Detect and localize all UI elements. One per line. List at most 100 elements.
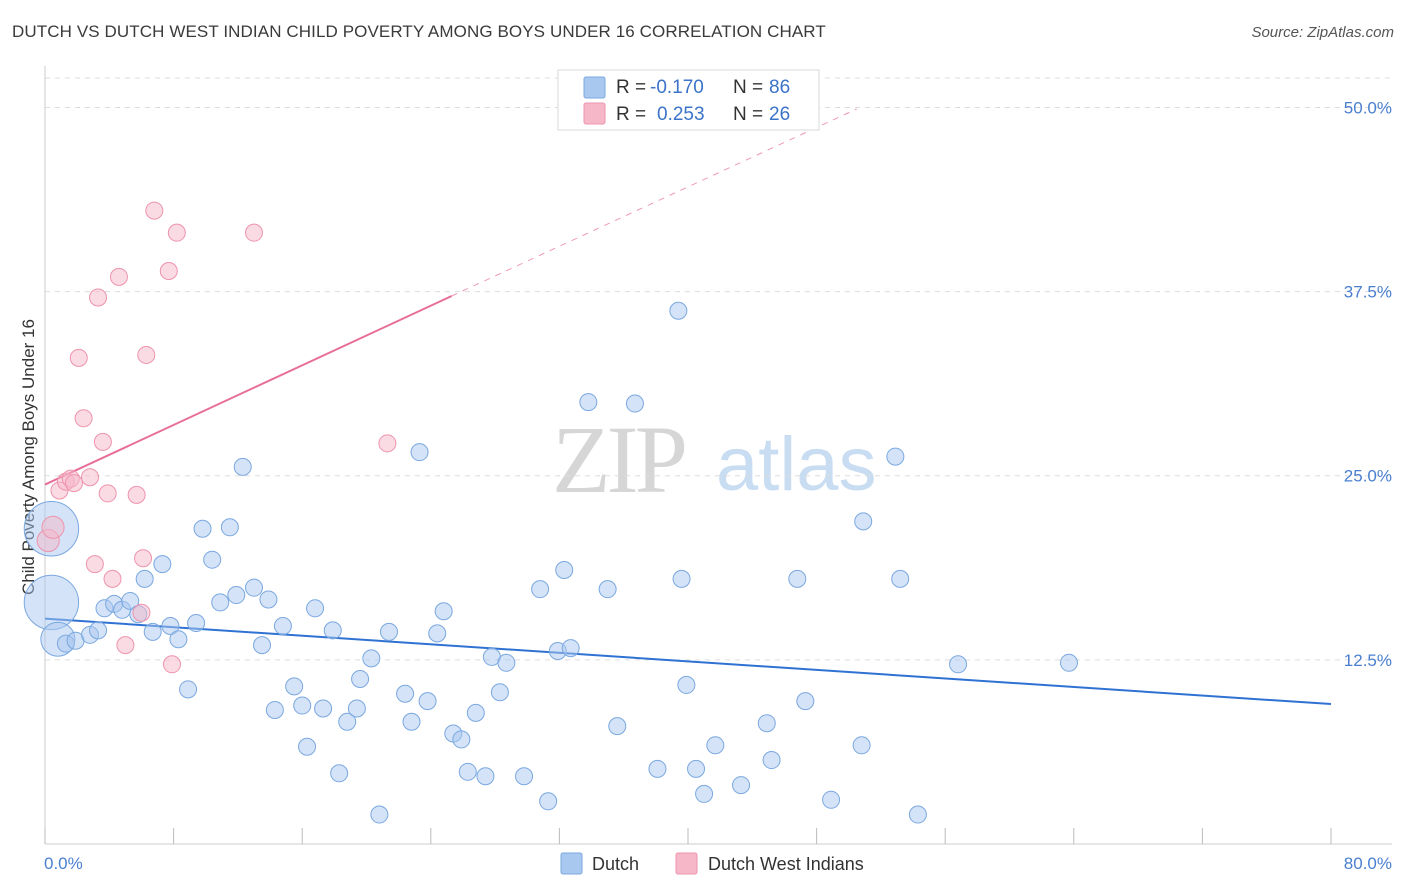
point-dutch-west-indians <box>159 261 178 280</box>
point-dutch <box>677 675 696 694</box>
point-dutch <box>852 736 871 755</box>
legend-bottom: Dutch Dutch West Indians <box>560 852 864 875</box>
point-dutch <box>306 599 325 618</box>
point-dutch <box>886 447 905 466</box>
point-dutch-west-indians <box>116 636 135 655</box>
point-dutch <box>822 790 841 809</box>
y-tick-label: 50.0% <box>1344 98 1392 117</box>
axes <box>44 66 1392 845</box>
point-dutch <box>561 639 580 658</box>
legend-n-value-dwi: 26 <box>769 104 790 125</box>
point-dutch <box>796 692 815 711</box>
point-dutch-west-indians <box>64 474 83 493</box>
point-dutch <box>220 518 239 537</box>
y-tick-label: 37.5% <box>1344 283 1392 302</box>
point-dutch <box>273 616 292 635</box>
point-dutch <box>161 616 180 635</box>
legend-n-value-dutch: 86 <box>769 77 790 98</box>
legend-bottom-label-dwi: Dutch West Indians <box>708 854 864 874</box>
point-dutch-west-indians <box>134 549 153 568</box>
point-dutch <box>672 569 691 588</box>
point-dutch <box>121 591 140 610</box>
point-dutch <box>757 714 776 733</box>
point-dutch <box>458 762 477 781</box>
chart-title: DUTCH VS DUTCH WEST INDIAN CHILD POVERTY… <box>12 22 826 41</box>
point-dutch <box>179 680 198 699</box>
point-dutch <box>476 767 495 786</box>
legend-r-label-dutch: R = <box>616 77 646 98</box>
point-dutch-west-indians <box>81 468 100 487</box>
trend-line-dwi-extension <box>451 108 857 297</box>
y-axis-label: Child Poverty Among Boys Under 16 <box>19 319 38 595</box>
point-dutch <box>244 578 263 597</box>
point-dutch <box>555 561 574 580</box>
point-dutch <box>253 636 272 655</box>
point-dutch <box>579 393 598 412</box>
legend-bottom-swatch-dutch <box>560 852 583 875</box>
point-dutch-west-indians <box>103 569 122 588</box>
point-dutch <box>854 512 873 531</box>
point-dutch-west-indians <box>41 515 65 539</box>
legend-r-value-dwi: 0.253 <box>657 104 705 125</box>
point-dutch <box>669 301 688 320</box>
legend-r-label-dwi: R = <box>616 104 646 125</box>
point-dutch-west-indians <box>127 485 146 504</box>
point-dutch <box>227 586 246 605</box>
point-dutch <box>891 569 910 588</box>
point-dutch <box>143 622 162 641</box>
legend-n-label-dwi: N = <box>733 104 763 125</box>
point-dutch <box>23 574 80 631</box>
watermark: ZIP atlas <box>552 406 877 513</box>
trend-line-dutch <box>44 617 1332 706</box>
point-dutch-west-indians <box>85 555 104 574</box>
point-dutch <box>351 670 370 689</box>
point-dutch-west-indians <box>109 267 128 286</box>
point-dutch-west-indians <box>137 345 156 364</box>
point-dutch <box>153 555 172 574</box>
point-dutch <box>949 655 968 674</box>
point-dutch <box>323 621 342 640</box>
x-tick-label-start: 0.0% <box>44 854 83 873</box>
point-dutch-west-indians <box>162 655 181 674</box>
legend-r-value-dutch: -0.170 <box>650 77 704 98</box>
point-dutch-west-indians <box>378 434 397 453</box>
point-dutch <box>706 736 725 755</box>
point-dutch <box>169 630 188 649</box>
point-dutch <box>211 593 230 612</box>
point-dutch-west-indians <box>98 484 117 503</box>
point-dutch <box>687 759 706 778</box>
legend-top: R = -0.170 N = 86 R = 0.253 N = 26 <box>557 69 820 131</box>
point-dutch <box>598 580 617 599</box>
point-dutch-west-indians <box>145 201 164 220</box>
point-dutch <box>490 683 509 702</box>
point-dutch <box>330 764 349 783</box>
gridlines <box>45 77 1392 661</box>
point-dutch <box>732 776 751 795</box>
point-dutch <box>362 649 381 668</box>
point-dutch <box>515 767 534 786</box>
point-dutch <box>89 621 108 640</box>
trend-lines <box>44 108 1332 706</box>
point-dutch <box>396 684 415 703</box>
point-dutch <box>402 712 421 731</box>
point-dutch <box>466 703 485 722</box>
tick-labels: 12.5% 25.0% 37.5% 50.0% 0.0% 80.0% <box>44 98 1392 873</box>
point-dutch-west-indians <box>132 603 151 622</box>
point-dutch-west-indians <box>74 409 93 428</box>
point-dutch-west-indians <box>244 223 263 242</box>
watermark-atlas: atlas <box>716 422 877 507</box>
point-dutch <box>265 700 284 719</box>
legend-swatch-dutch <box>583 76 606 99</box>
legend-bottom-swatch-dutch-west-indians <box>675 852 698 875</box>
y-tick-label: 25.0% <box>1344 467 1392 486</box>
legend-swatch-dutch-west-indians <box>583 102 606 125</box>
point-dutch <box>625 394 644 413</box>
point-dutch <box>788 569 807 588</box>
point-dutch <box>428 624 447 643</box>
point-dutch <box>233 457 252 476</box>
point-dutch <box>695 784 714 803</box>
point-dutch <box>434 602 453 621</box>
y-tick-label: 12.5% <box>1344 651 1392 670</box>
data-points <box>23 201 1078 824</box>
